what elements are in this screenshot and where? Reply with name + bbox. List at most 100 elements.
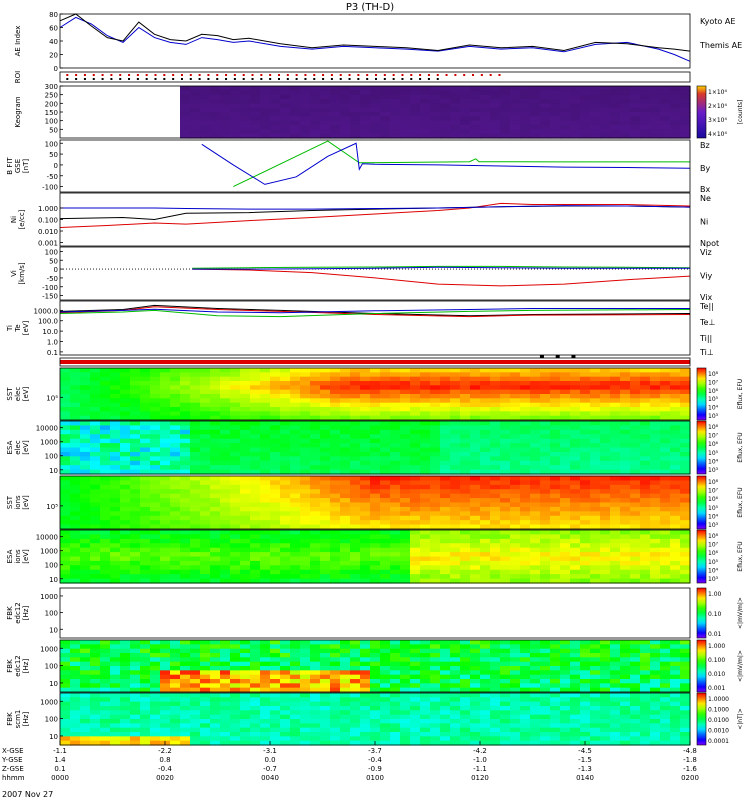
esa_i-cell — [410, 530, 421, 536]
sst_e-cell — [290, 407, 301, 412]
sst_i-cell — [150, 484, 161, 490]
series-Ti|| — [59, 309, 691, 318]
keogram-cell — [580, 125, 591, 130]
keogram-cell — [210, 107, 221, 113]
esa_i-cell — [570, 552, 581, 558]
fbk_e-cell — [180, 674, 191, 680]
fbk_e-cell — [270, 674, 281, 680]
sst_e-cell — [460, 368, 471, 373]
sst_i-cell — [170, 524, 181, 530]
esa_e-cell — [520, 447, 531, 453]
fbk_e-cell — [190, 674, 201, 680]
fbk_b-cell — [130, 697, 141, 703]
fbk_b-cell — [230, 706, 241, 711]
sst_e-cell — [470, 389, 481, 395]
sst_e-cell — [120, 368, 131, 373]
sst_i-cell — [170, 506, 181, 512]
esa_i-cell — [550, 543, 561, 549]
sst_i-cell — [340, 511, 351, 517]
sst_e-cell — [190, 402, 201, 408]
fbk_e-cell — [650, 666, 661, 671]
esa_e-cell — [370, 438, 381, 444]
esa_e-cell — [390, 469, 401, 475]
sst_e-cell — [340, 398, 351, 404]
esa_i-cell — [550, 556, 561, 562]
sst_i-cell — [660, 506, 671, 512]
sst_e-cell — [140, 389, 151, 395]
sst_i-cell — [100, 515, 111, 521]
esa_e-cell — [350, 465, 361, 471]
esa_e-cell — [250, 456, 261, 462]
esa_i-cell — [210, 543, 221, 549]
colorbar-tick: 3×10⁴ — [708, 117, 727, 124]
sst_e-cell — [460, 376, 471, 382]
esa_i-cell — [450, 574, 461, 580]
keogram-cell — [620, 99, 631, 104]
fbk_e-cell — [350, 674, 361, 680]
esa_i-cell — [630, 574, 641, 580]
esa_e-cell — [670, 443, 681, 449]
keogram-cell — [650, 99, 661, 104]
sst_i-cell — [440, 511, 451, 517]
sst_i-cell — [370, 498, 381, 504]
sst_e-cell — [180, 411, 191, 417]
esa_i-cell — [630, 552, 641, 558]
esa_i-cell — [70, 578, 81, 584]
colorbar-label: [counts] — [737, 100, 744, 125]
esa_e-cell — [520, 465, 531, 471]
esa_i-cell — [350, 534, 361, 540]
esa_i-cell — [440, 547, 451, 553]
keogram-cell — [660, 120, 671, 126]
fbk_e-cell — [150, 661, 161, 667]
esa_i-cell — [60, 565, 71, 571]
sst_e-cell — [240, 407, 251, 412]
esa_e-cell — [190, 434, 201, 440]
esa_e-cell — [390, 425, 401, 431]
roi-dot — [375, 74, 377, 76]
esa_e-cell — [340, 443, 351, 449]
fbk_b-cell — [170, 706, 181, 711]
sst_i-cell — [590, 502, 601, 508]
esa_i-cell — [220, 552, 231, 558]
sst_e-cell — [290, 402, 301, 408]
esa_i-cell — [600, 578, 611, 584]
sst_i-cell — [360, 502, 371, 508]
esa_i-cell — [610, 530, 621, 536]
sst_i-cell — [470, 524, 481, 530]
fbk_b-cell — [270, 736, 281, 742]
esa_i-cell — [410, 578, 421, 584]
sst_i-cell — [90, 476, 101, 482]
sst_e-cell — [240, 372, 251, 378]
sst_e-cell — [270, 385, 281, 391]
fbk_e-cell — [320, 644, 331, 650]
colorbar — [696, 367, 707, 421]
esa_e-cell — [380, 469, 391, 475]
sst_e-cell — [140, 368, 151, 373]
esa_e-cell — [230, 438, 241, 444]
esa_e-cell — [290, 438, 301, 444]
sst_i-cell — [530, 502, 541, 508]
esa_i-cell — [100, 560, 111, 566]
esa_e-cell — [500, 460, 511, 466]
esa_i-cell — [220, 538, 231, 544]
ylabel: elec — [14, 387, 22, 402]
esa_e-cell — [390, 451, 401, 457]
esa_i-cell — [180, 547, 191, 553]
esa_e-cell — [300, 469, 311, 475]
fbk_e-cell — [250, 679, 261, 684]
sst_e-cell — [70, 376, 81, 382]
esa_e-cell — [630, 469, 641, 475]
esa_e-cell — [90, 434, 101, 440]
esa_i-cell — [80, 574, 91, 580]
sst_e-cell — [100, 376, 111, 382]
fbk_b-cell — [160, 727, 171, 733]
sst_e-cell — [410, 389, 421, 395]
sst_i-cell — [130, 502, 141, 508]
fbk_b-cell — [100, 710, 111, 716]
fbk_e-cell — [180, 653, 191, 658]
esa_i-cell — [160, 552, 171, 558]
esa_e-cell — [560, 451, 571, 457]
esa_e-cell — [470, 438, 481, 444]
keogram-cell — [190, 133, 201, 139]
fbk_e-cell — [200, 661, 211, 667]
